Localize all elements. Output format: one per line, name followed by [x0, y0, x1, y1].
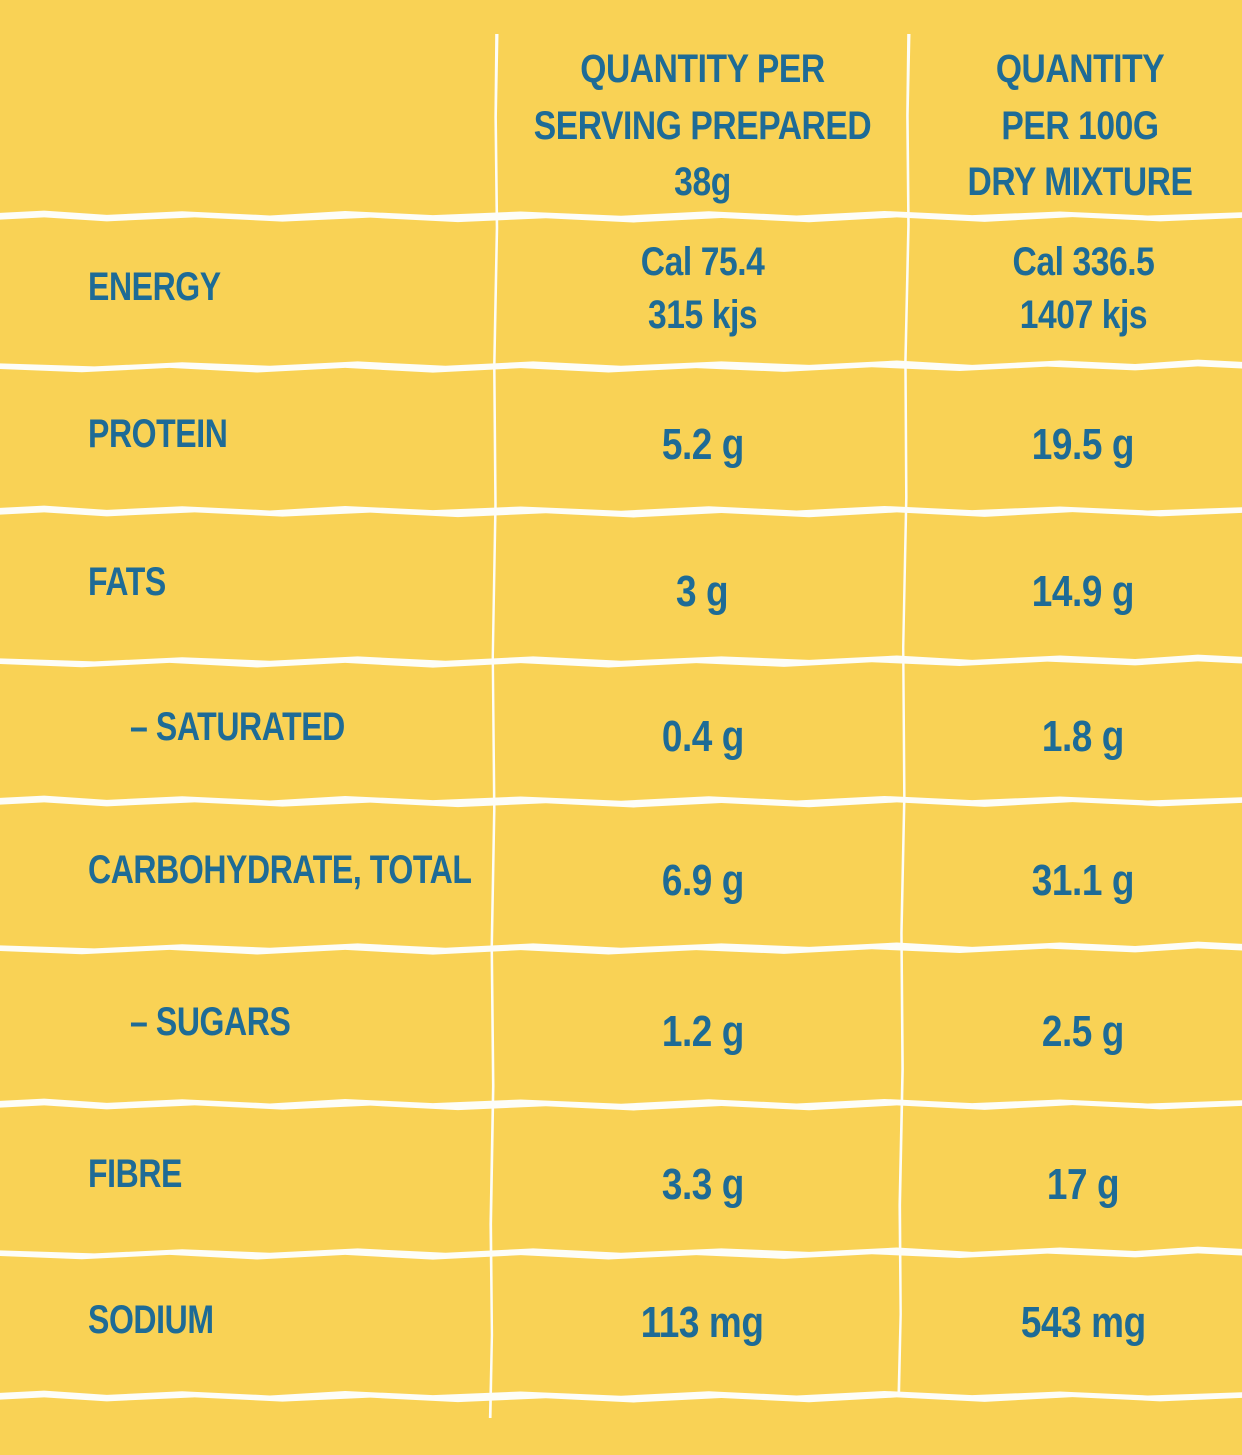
row-divider	[0, 505, 1242, 518]
header-line: QUANTITY PER	[580, 46, 825, 91]
row-divider	[0, 1390, 1242, 1403]
header-line: 38g	[674, 160, 731, 205]
header-line: DRY MIXTURE	[967, 160, 1193, 205]
value-per-serving: 0.4 g	[661, 712, 744, 761]
value-per-100g: 17 g	[1046, 1159, 1120, 1209]
value-per-serving: 5.2 g	[661, 419, 744, 469]
row-sugars: – SUGARS 1.2 g 2.5 g	[0, 947, 1242, 1097]
row-sodium: SODIUM 113 mg 543 mg	[0, 1252, 1242, 1389]
row-label: FATS	[88, 559, 166, 604]
row-label: ENERGY	[88, 264, 221, 309]
row-label: – SUGARS	[130, 999, 291, 1044]
row-label: CARBOHYDRATE, TOTAL	[88, 848, 472, 892]
value-per-100g: Cal 336.5 1407 kjs	[1012, 236, 1154, 342]
value-per-100g: 19.5 g	[1031, 419, 1135, 469]
row-divider	[0, 795, 1242, 808]
value-per-100g: 1.8 g	[1041, 712, 1125, 761]
header-line: PER 100G	[1001, 103, 1159, 148]
value-per-serving: 6.9 g	[661, 855, 744, 905]
value-per-100g: 2.5 g	[1041, 1007, 1125, 1056]
row-carbohydrate: CARBOHYDRATE, TOTAL 6.9 g 31.1 g	[0, 800, 1242, 941]
value-per-100g: 31.1 g	[1031, 855, 1135, 905]
row-fats: FATS 3 g 14.9 g	[0, 510, 1242, 654]
row-divider	[0, 1098, 1242, 1111]
row-label: PROTEIN	[88, 412, 228, 456]
value-line: 315 kjs	[647, 293, 758, 337]
value-per-serving: 113 mg	[641, 1297, 764, 1347]
header-quantity-per-100g: QUANTITY PER 100G DRY MIXTURE	[918, 38, 1242, 214]
value-per-100g: 14.9 g	[1031, 567, 1135, 616]
row-label: – SATURATED	[130, 704, 345, 749]
header-line: QUANTITY	[995, 46, 1165, 91]
header-line: SERVING PREPARED	[533, 103, 872, 148]
value-line: Cal 336.5	[1012, 240, 1154, 285]
row-label: FIBRE	[88, 1152, 182, 1196]
value-line: Cal 75.4	[640, 240, 765, 285]
value-per-serving: Cal 75.4 315 kjs	[641, 236, 765, 342]
header-quantity-per-serving: QUANTITY PER SERVING PREPARED 38g	[497, 38, 908, 214]
value-line: 1407 kjs	[1019, 293, 1147, 337]
row-protein: PROTEIN 5.2 g 19.5 g	[0, 365, 1242, 504]
value-per-serving: 1.2 g	[661, 1007, 744, 1056]
row-saturated: – SATURATED 0.4 g 1.8 g	[0, 660, 1242, 794]
row-divider	[0, 210, 1242, 223]
value-per-serving: 3.3 g	[661, 1159, 744, 1209]
value-per-serving: 3 g	[676, 567, 729, 616]
row-energy: ENERGY Cal 75.4 315 kjs Cal 336.5 1407 k…	[0, 215, 1242, 359]
value-per-100g: 543 mg	[1020, 1297, 1146, 1347]
row-fibre: FIBRE 3.3 g 17 g	[0, 1103, 1242, 1246]
row-label: SODIUM	[88, 1298, 214, 1342]
